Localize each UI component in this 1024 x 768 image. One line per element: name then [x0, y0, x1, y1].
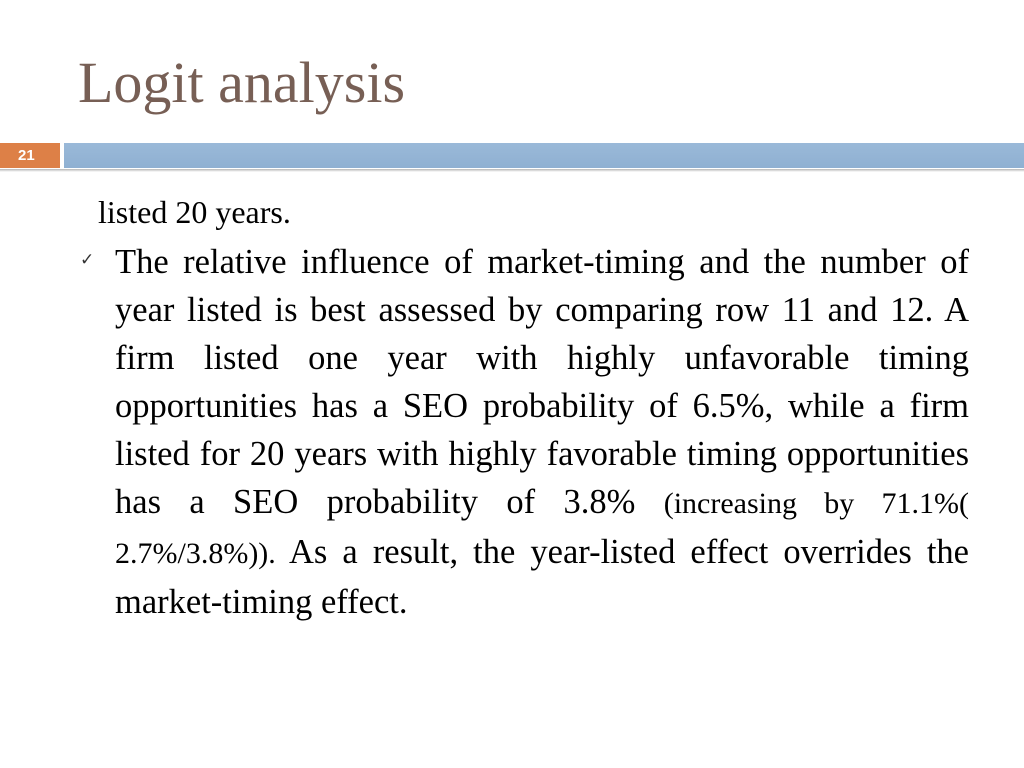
bullet-text-conclusion: As a result, the year-listed effect over…	[115, 533, 969, 621]
divider-shadow	[0, 169, 1024, 172]
bullet-text-parenthetical: (increasing by 71.1%( 2.7%/3.8%)).	[115, 487, 969, 570]
continuation-text: listed 20 years.	[98, 194, 291, 230]
bullet-text-main: The relative influence of market-timing …	[115, 243, 969, 521]
slide-number-badge: 21	[0, 143, 60, 168]
slide-title: Logit analysis	[78, 50, 406, 115]
title-divider-bar	[0, 143, 1024, 172]
bullet-paragraph: The relative influence of market-timing …	[115, 238, 969, 626]
accent-bar	[64, 143, 1024, 168]
checkmark-icon: ✓	[80, 250, 95, 270]
